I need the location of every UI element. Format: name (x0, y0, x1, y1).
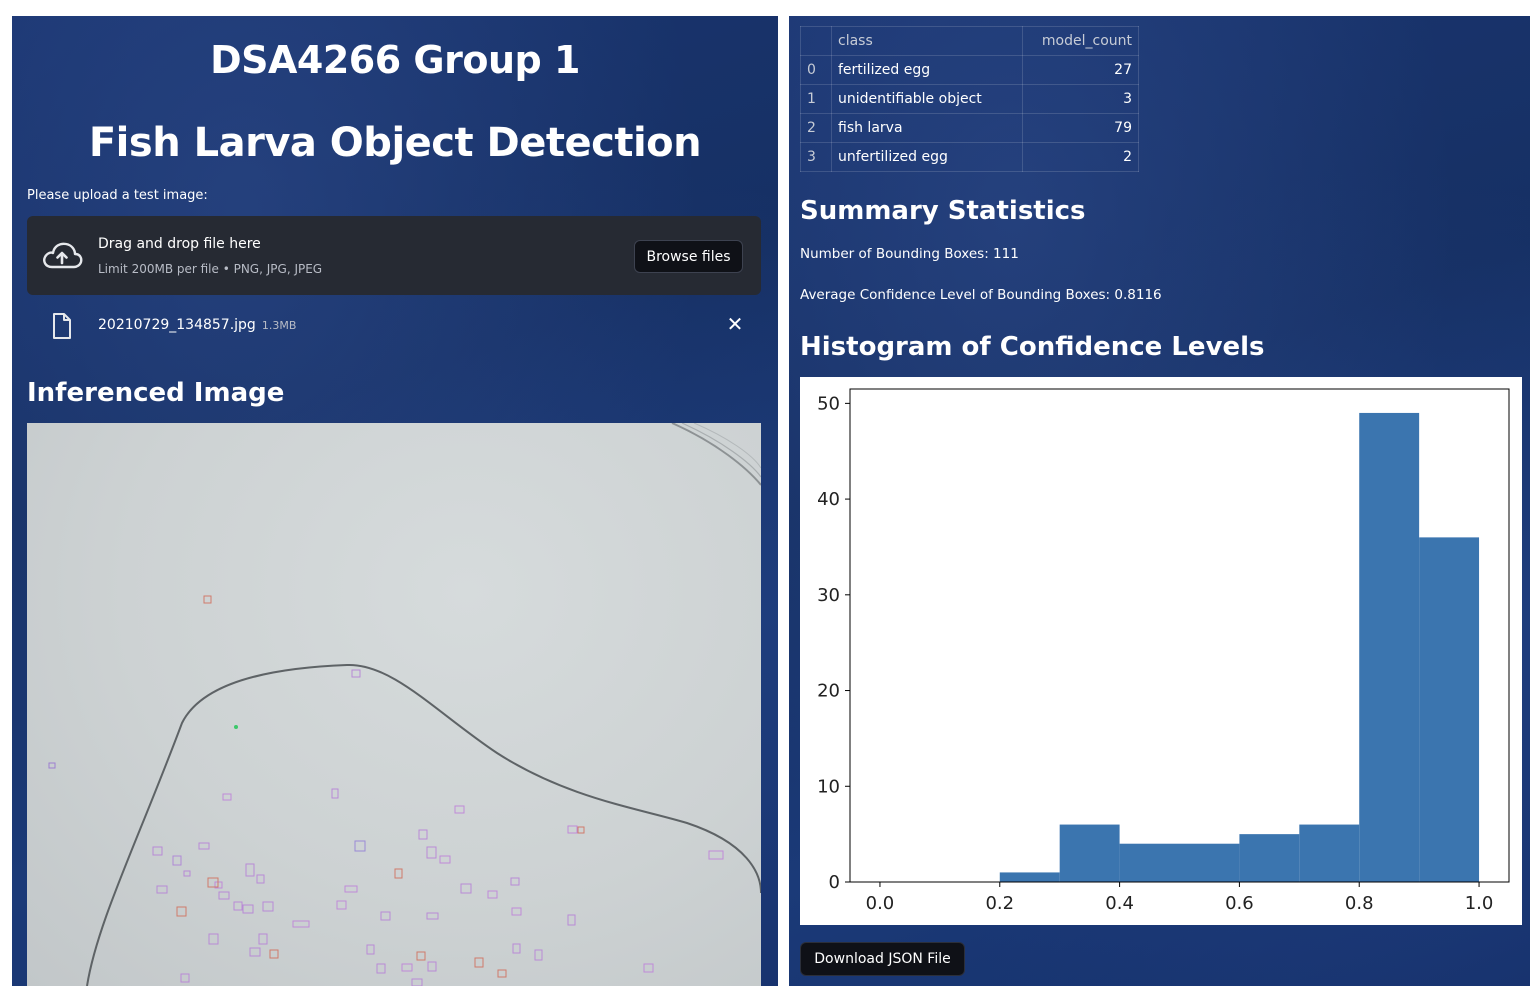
remove-file-icon[interactable]: ✕ (726, 312, 744, 336)
cloud-upload-icon (43, 242, 83, 269)
dropzone-limit-text: Limit 200MB per file • PNG, JPG, JPEG (98, 262, 323, 276)
histogram-bar (1359, 412, 1420, 882)
x-tick-label: 0.2 (985, 893, 1014, 914)
histogram-bar (1299, 824, 1360, 882)
confidence-histogram: 0.0 0.2 0.4 0.6 0.8 1.0 0 10 20 30 40 50 (800, 377, 1522, 925)
inferenced-image-heading: Inferenced Image (27, 378, 285, 408)
app-subtitle: Fish Larva Object Detection (88, 120, 702, 166)
y-tick-label: 50 (817, 393, 840, 414)
left-panel: DSA4266 Group 1 Fish Larva Object Detect… (12, 16, 778, 986)
histogram-bar (1119, 843, 1180, 882)
uploaded-file-size: 1.3MB (261, 319, 297, 332)
file-icon (53, 313, 71, 339)
uploaded-file-name: 20210729_134857.jpg (98, 317, 256, 333)
dropzone-instructions: Drag and drop file here (98, 236, 261, 252)
y-tick-label: 20 (817, 681, 840, 702)
histogram-bar (1419, 537, 1480, 882)
right-panel: class model_count 0 fertilized egg 27 1 … (789, 16, 1530, 986)
table-cell-count: 2 (1022, 142, 1139, 172)
histogram-heading: Histogram of Confidence Levels (800, 332, 1265, 362)
class-count-table: class model_count 0 fertilized egg 27 1 … (800, 26, 1139, 172)
table-row: 3 unfertilized egg 2 (800, 142, 1139, 172)
table-cell-index: 2 (800, 113, 832, 143)
petri-dish-photo (48, 423, 761, 986)
histogram-bar (1059, 824, 1120, 882)
table-cell-index: 3 (800, 142, 832, 172)
table-header-count: model_count (1022, 26, 1139, 56)
download-json-button[interactable]: Download JSON File (800, 942, 965, 976)
histogram-bar (999, 872, 1060, 882)
table-cell-class: fish larva (831, 113, 1023, 143)
file-dropzone[interactable]: Drag and drop file here Limit 200MB per … (27, 216, 761, 295)
histogram-bar (1239, 834, 1300, 882)
uploaded-file-item: 20210729_134857.jpg 1.3MB ✕ (27, 312, 761, 342)
y-tick-label: 30 (817, 585, 840, 606)
table-cell-count: 79 (1022, 113, 1139, 143)
table-cell-class: unfertilized egg (831, 142, 1023, 172)
browse-files-button[interactable]: Browse files (634, 240, 743, 273)
table-row: 2 fish larva 79 (800, 113, 1139, 143)
x-tick-label: 0.6 (1225, 893, 1254, 914)
x-tick-label: 0.4 (1105, 893, 1134, 914)
y-tick-label: 40 (817, 489, 840, 510)
table-cell-count: 27 (1022, 55, 1139, 85)
table-cell-index: 1 (800, 84, 832, 114)
y-tick-label: 10 (817, 776, 840, 797)
plot-frame (849, 388, 1510, 883)
table-cell-class: fertilized egg (831, 55, 1023, 85)
bounding-box-count: Number of Bounding Boxes: 111 (800, 246, 1019, 262)
average-confidence: Average Confidence Level of Bounding Box… (800, 287, 1162, 303)
x-tick-label: 0.8 (1345, 893, 1374, 914)
inferenced-image (27, 423, 761, 986)
table-cell-index: 0 (800, 55, 832, 85)
table-header-class: class (831, 26, 1023, 56)
table-header-index (800, 26, 832, 56)
histogram-svg: 0.0 0.2 0.4 0.6 0.8 1.0 0 10 20 30 40 50 (817, 388, 1510, 914)
upload-label: Please upload a test image: (27, 188, 208, 203)
app-title: DSA4266 Group 1 (210, 38, 580, 82)
uploaded-file-label: 20210729_134857.jpg 1.3MB (98, 317, 296, 333)
table-header-row: class model_count (800, 26, 1139, 56)
x-tick-label: 1.0 (1465, 893, 1494, 914)
x-tick-label: 0.0 (866, 893, 895, 914)
table-cell-count: 3 (1022, 84, 1139, 114)
histogram-bar (1179, 843, 1240, 882)
table-row: 0 fertilized egg 27 (800, 55, 1139, 85)
y-tick-label: 0 (829, 872, 840, 893)
table-row: 1 unidentifiable object 3 (800, 84, 1139, 114)
table-cell-class: unidentifiable object (831, 84, 1023, 114)
summary-statistics-heading: Summary Statistics (800, 196, 1086, 226)
